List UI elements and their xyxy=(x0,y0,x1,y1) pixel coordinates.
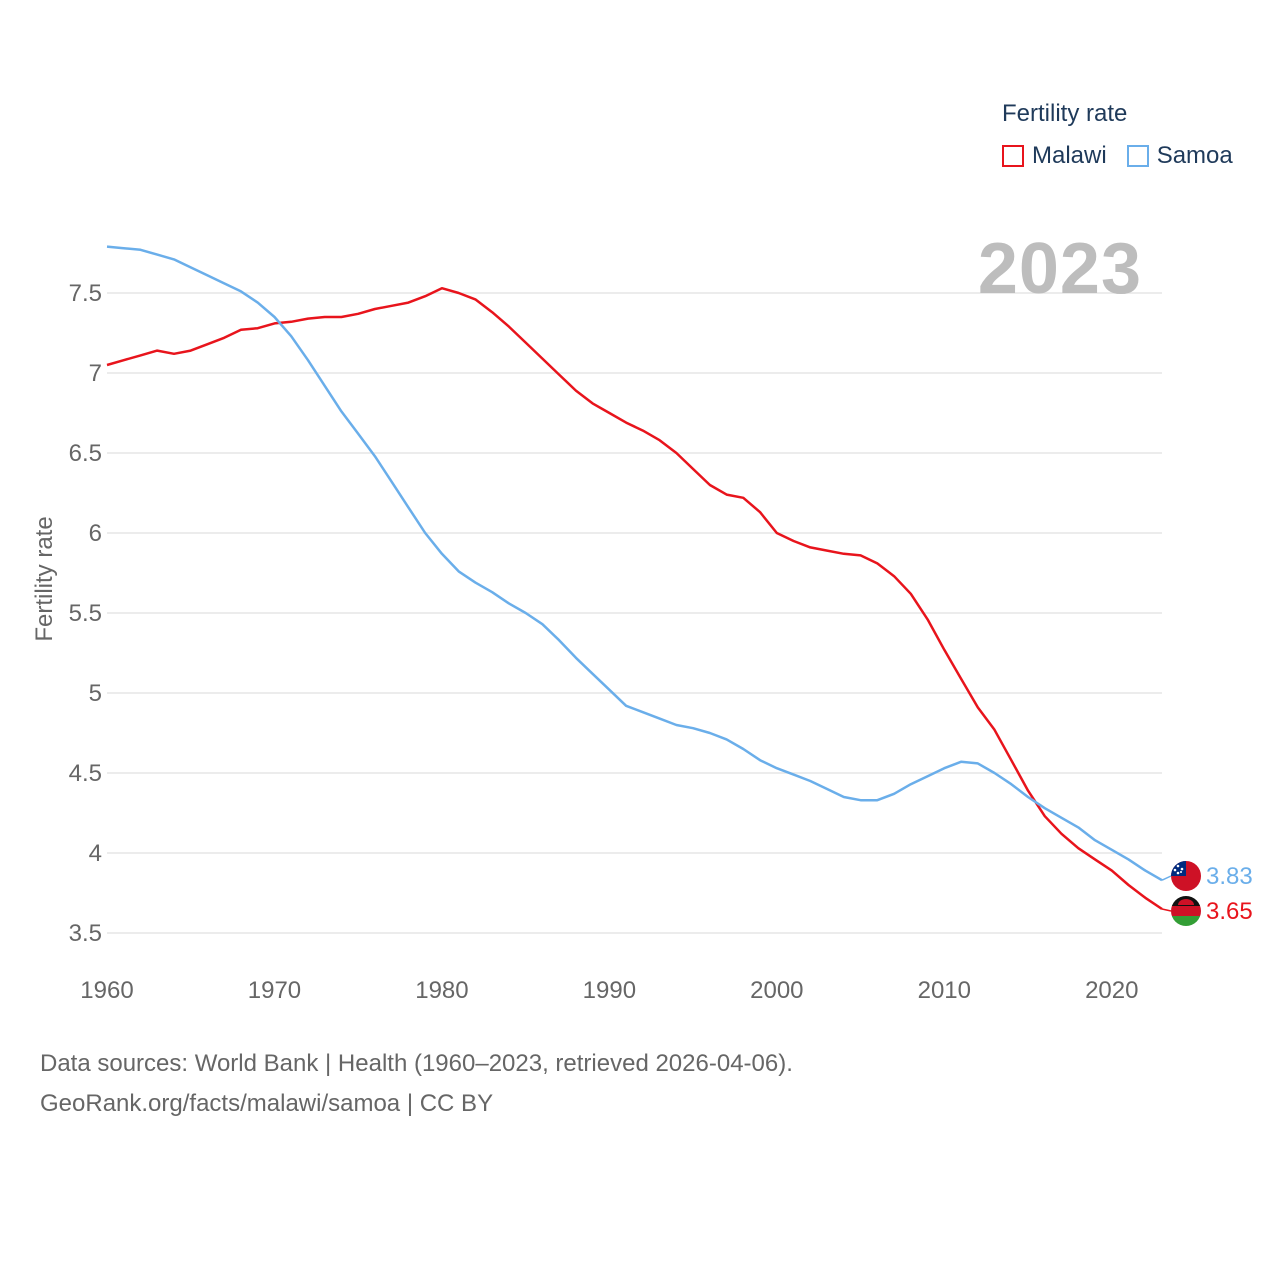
x-tick-label: 1960 xyxy=(80,977,133,1004)
x-tick-label: 1990 xyxy=(583,977,636,1004)
samoa-swatch xyxy=(1126,145,1149,167)
legend-label-malawi: Malawi xyxy=(1032,142,1107,169)
end-value-label-malawi: 3.65 xyxy=(1206,898,1253,925)
malawi-flag-icon xyxy=(1171,896,1201,926)
legend-item-samoa[interactable]: Samoa xyxy=(1126,142,1233,170)
y-tick-label: 3.5 xyxy=(69,920,102,947)
legend: Malawi Samoa xyxy=(1002,142,1253,170)
legend-item-malawi[interactable]: Malawi xyxy=(1002,142,1107,170)
series-lines xyxy=(106,245,1163,911)
x-tick-label: 2000 xyxy=(750,977,803,1004)
y-tick-label: 5.5 xyxy=(69,600,102,627)
end-value-label-samoa: 3.83 xyxy=(1206,863,1253,890)
y-tick-label: 4 xyxy=(89,840,102,867)
y-tick-label: 5 xyxy=(89,680,102,707)
legend-title: Fertility rate xyxy=(1002,100,1128,127)
series-end-markers: 3.65 3.83 xyxy=(1161,861,1253,926)
x-tick-label: 1970 xyxy=(248,977,301,1004)
series-line-samoa xyxy=(106,245,1163,882)
malawi-swatch xyxy=(1002,145,1024,167)
legend-label-samoa: Samoa xyxy=(1156,142,1233,169)
attribution-link[interactable]: GeoRank.org/facts/malawi/samoa | CC BY xyxy=(40,1090,494,1117)
footer: Data sources: World Bank | Health (1960–… xyxy=(40,1044,793,1124)
samoa-flag-icon xyxy=(1171,861,1201,891)
y-tick-label: 6.5 xyxy=(69,440,102,467)
series-line-malawi xyxy=(106,286,1163,911)
y-tick-label: 7 xyxy=(89,360,102,387)
grid-lines xyxy=(107,292,1162,934)
y-tick-label: 6 xyxy=(89,520,102,547)
end-connector-samoa xyxy=(1161,875,1172,881)
y-axis-label: Fertility rate xyxy=(31,516,58,641)
x-tick-label: 2020 xyxy=(1085,977,1138,1004)
year-label: 2023 xyxy=(977,229,1142,309)
y-tick-label: 7.5 xyxy=(69,280,102,307)
y-tick-label: 4.5 xyxy=(69,760,102,787)
data-source-text: Data sources: World Bank | Health (1960–… xyxy=(40,1050,793,1077)
x-tick-label: 1980 xyxy=(415,977,468,1004)
y-axis-ticks: 3.5 4 4.5 5 5.5 6 6.5 7 7.5 xyxy=(69,280,102,947)
end-connector-malawi xyxy=(1161,908,1172,912)
x-axis-ticks: 1960 1970 1980 1990 2000 2010 2020 xyxy=(80,977,1138,1004)
x-tick-label: 2010 xyxy=(918,977,971,1004)
